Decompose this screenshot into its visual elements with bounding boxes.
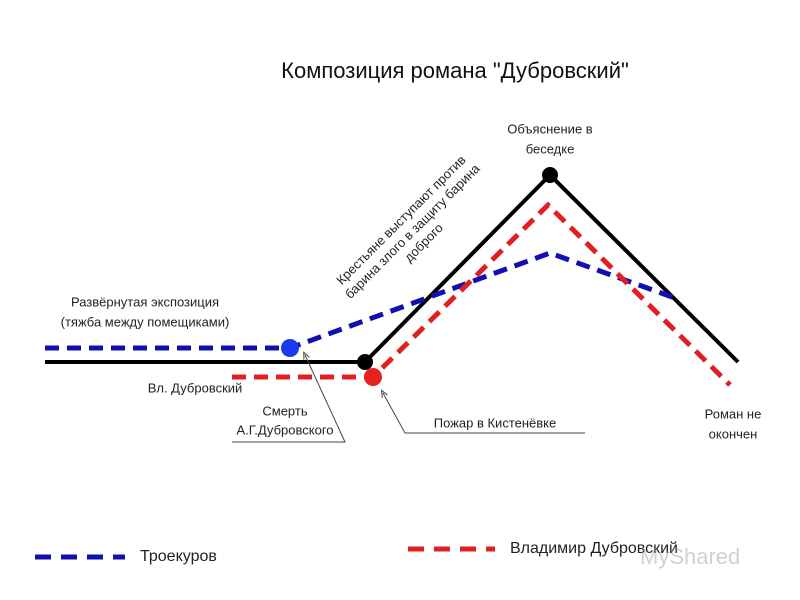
rotated-label: Крестьяне выступают против барина злого … bbox=[333, 152, 483, 301]
label: Роман не bbox=[705, 406, 762, 421]
label: А.Г.Дубровского bbox=[237, 422, 334, 437]
plot-line bbox=[45, 172, 740, 364]
watermark: MyShared bbox=[640, 544, 740, 569]
label: Развёрнутая экспозиция bbox=[71, 294, 219, 309]
legend-label: Владимир Дубровский bbox=[510, 540, 678, 557]
legend-label: Троекуров bbox=[140, 548, 217, 565]
point bbox=[281, 339, 299, 357]
label: Смерть bbox=[262, 403, 307, 418]
pointer bbox=[383, 393, 585, 434]
label: беседке bbox=[526, 141, 575, 156]
troekurov-line bbox=[45, 250, 676, 351]
point bbox=[542, 167, 558, 183]
pointer bbox=[232, 355, 346, 443]
label: Объяснение в bbox=[507, 121, 592, 136]
point bbox=[364, 368, 382, 386]
label: (тяжба между помещиками) bbox=[61, 314, 230, 329]
title: Композиция романа "Дубровский" bbox=[281, 58, 629, 83]
label: Пожар в Кистенёвке bbox=[434, 415, 556, 430]
label: окончен bbox=[709, 426, 758, 441]
dubrovsky-line bbox=[232, 201, 732, 387]
point bbox=[357, 354, 373, 370]
label: барина злого в защиту барина bbox=[342, 160, 483, 301]
label: Крестьяне выступают против bbox=[333, 152, 468, 287]
label: Вл. Дубровский bbox=[148, 380, 243, 395]
